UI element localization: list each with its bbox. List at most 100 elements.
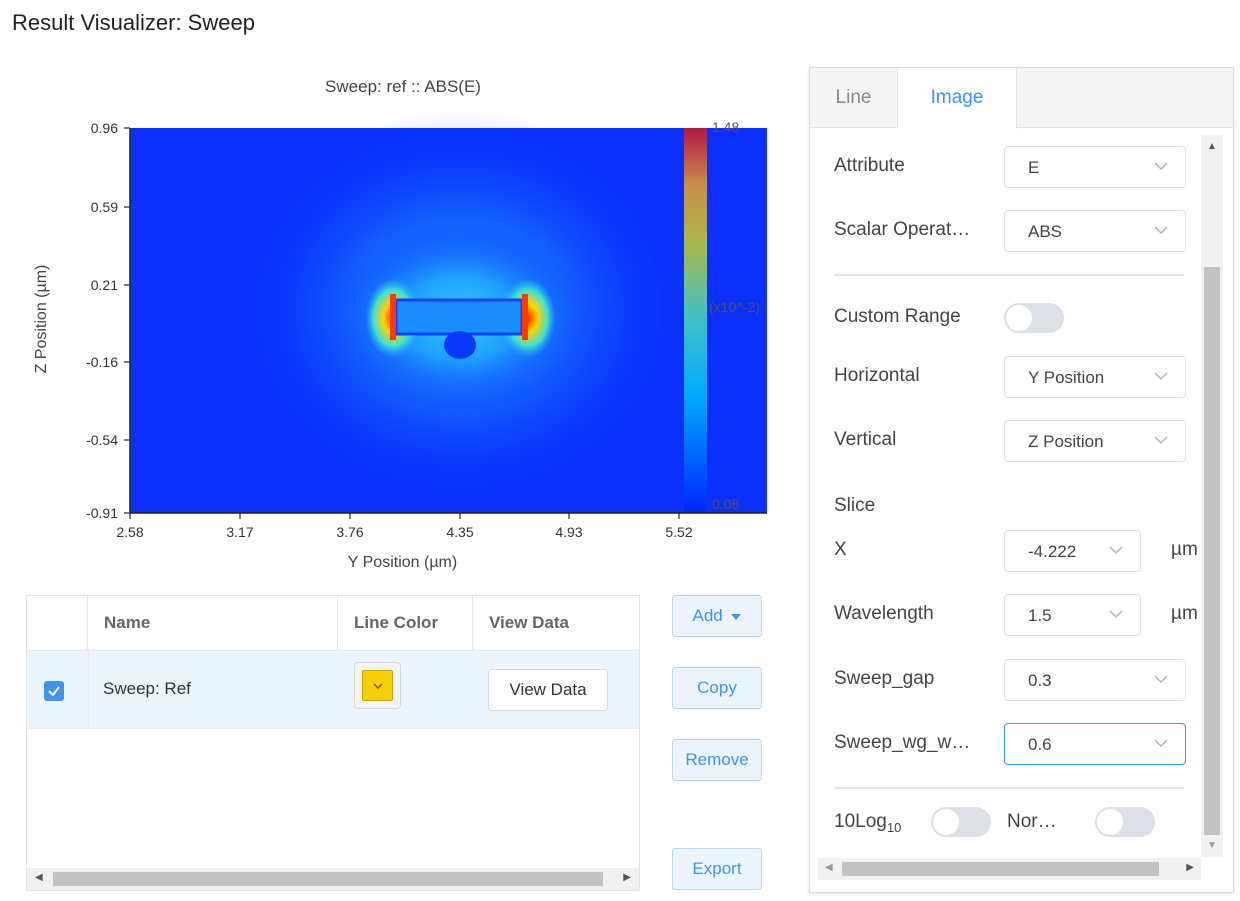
sweep-wg-w-value: 0.6 (1028, 735, 1052, 754)
table-horizontal-scrollbar[interactable]: ◀ ▶ (27, 868, 639, 890)
sweep-wg-w-select[interactable]: 0.6 (1004, 723, 1186, 765)
scroll-left-icon[interactable]: ◀ (825, 862, 833, 873)
copy-button[interactable]: Copy (672, 667, 762, 709)
wavelength-unit: µm (1171, 603, 1198, 624)
attribute-label: Attribute (834, 155, 905, 176)
x-tick-label: 4.93 (555, 524, 583, 540)
horizontal-label: Horizontal (834, 365, 920, 386)
x-unit: µm (1171, 539, 1198, 560)
scalar-operation-select[interactable]: ABS (1004, 210, 1186, 252)
table-row[interactable]: Sweep: Ref View Data (27, 650, 639, 729)
tab-line[interactable]: Line (835, 87, 872, 108)
chevron-down-icon (1154, 226, 1168, 235)
x-tick-label: 4.35 (446, 524, 474, 540)
tab-bar: Line Image (810, 68, 1233, 129)
panel-vertical-scrollbar[interactable]: ▲ ▼ (1201, 135, 1223, 857)
field-minimum (444, 331, 476, 359)
chevron-down-icon (1154, 162, 1168, 171)
custom-range-label: Custom Range (834, 306, 961, 327)
log10-label: 10Log10 (834, 811, 902, 835)
scroll-right-icon[interactable]: ▶ (1186, 862, 1194, 873)
x-label: X (834, 539, 847, 560)
plot-title: Sweep: ref :: ABS(E) (325, 77, 481, 96)
x-ticks (129, 513, 680, 519)
x-axis-label: Y Position (µm) (347, 554, 458, 571)
chevron-down-icon (1154, 739, 1168, 748)
remove-button[interactable]: Remove (672, 739, 762, 781)
normalize-label: Nor… (1007, 811, 1057, 832)
vertical-label: Vertical (834, 429, 897, 450)
vertical-value: Z Position (1028, 432, 1104, 451)
table-header-name[interactable]: Name (88, 596, 338, 650)
divider (834, 787, 1184, 789)
tab-image[interactable]: Image (897, 68, 1017, 129)
attribute-value: E (1028, 158, 1040, 177)
chevron-down-icon (1154, 436, 1168, 445)
y-tick-label: -0.54 (86, 432, 118, 448)
page-title: Result Visualizer: Sweep (12, 10, 255, 35)
wavelength-label: Wavelength (834, 603, 934, 624)
table-header-view-data[interactable]: View Data (489, 613, 570, 632)
y-tick-label: 0.21 (90, 277, 118, 293)
x-tick-label: 5.52 (665, 524, 693, 540)
log10-toggle[interactable] (931, 807, 991, 837)
edge-right (522, 294, 528, 340)
scroll-thumb[interactable] (53, 872, 603, 886)
table-header-line-color[interactable]: Line Color (338, 596, 473, 650)
chevron-down-icon (373, 683, 383, 690)
attribute-select[interactable]: E (1004, 146, 1186, 188)
scroll-down-icon[interactable]: ▼ (1207, 840, 1217, 851)
waveguide-core (396, 300, 522, 334)
table-header-select (27, 596, 88, 650)
custom-range-toggle[interactable] (1004, 303, 1064, 333)
edge-left (390, 294, 396, 340)
y-ticks (124, 127, 130, 514)
chevron-down-icon (1109, 610, 1123, 619)
vertical-select[interactable]: Z Position (1004, 420, 1186, 462)
color-swatch (362, 670, 393, 701)
chevron-down-icon (1154, 372, 1168, 381)
y-axis-label: Z Position (µm) (33, 264, 50, 374)
row-checkbox[interactable] (44, 681, 64, 701)
y-tick-label: 0.96 (90, 120, 118, 136)
slice-heading: Slice (834, 495, 876, 516)
scroll-thumb[interactable] (842, 862, 1159, 876)
y-tick-label: 0.59 (90, 199, 118, 215)
chevron-down-icon (1154, 675, 1168, 684)
x-tick-label: 3.76 (336, 524, 364, 540)
horizontal-select[interactable]: Y Position (1004, 356, 1186, 398)
row-name: Sweep: Ref (103, 679, 191, 698)
caret-down-icon (731, 613, 742, 620)
line-color-picker[interactable] (354, 662, 401, 709)
scroll-thumb[interactable] (1204, 267, 1220, 835)
divider (834, 274, 1184, 276)
scroll-right-icon[interactable]: ▶ (623, 872, 631, 883)
y-tick-label: -0.16 (86, 354, 118, 370)
colorbar (684, 128, 707, 513)
scroll-up-icon[interactable]: ▲ (1207, 141, 1217, 152)
scalar-operation-label: Scalar Operat… (834, 219, 971, 240)
view-data-button[interactable]: View Data (488, 669, 608, 711)
x-value: -4.222 (1028, 542, 1077, 561)
results-table: Name Line Color View Data Sweep: Ref Vie… (26, 595, 640, 891)
colorbar-scale-label: (x10^-2) (709, 299, 760, 315)
colorbar-max-label: 1.48 (712, 119, 740, 135)
export-button[interactable]: Export (672, 848, 762, 890)
add-button-label: Add (692, 606, 723, 625)
colorbar-min-label: 0.08 (712, 496, 740, 512)
settings-panel: Line Image Attribute E Scalar Operat… AB… (809, 67, 1234, 893)
sweep-gap-label: Sweep_gap (834, 668, 935, 689)
x-select[interactable]: -4.222 (1004, 530, 1141, 572)
wavelength-select[interactable]: 1.5 (1004, 594, 1141, 636)
heatmap-plot (124, 110, 767, 519)
normalize-toggle[interactable] (1095, 807, 1155, 837)
sweep-gap-select[interactable]: 0.3 (1004, 659, 1186, 701)
y-tick-label: -0.91 (86, 505, 118, 521)
panel-horizontal-scrollbar[interactable]: ◀ ▶ (818, 858, 1201, 880)
add-button[interactable]: Add (672, 595, 762, 637)
scroll-left-icon[interactable]: ◀ (35, 872, 43, 883)
scalar-operation-value: ABS (1028, 222, 1063, 241)
check-icon (48, 686, 60, 697)
x-tick-label: 3.17 (226, 524, 254, 540)
sweep-gap-value: 0.3 (1028, 671, 1052, 690)
